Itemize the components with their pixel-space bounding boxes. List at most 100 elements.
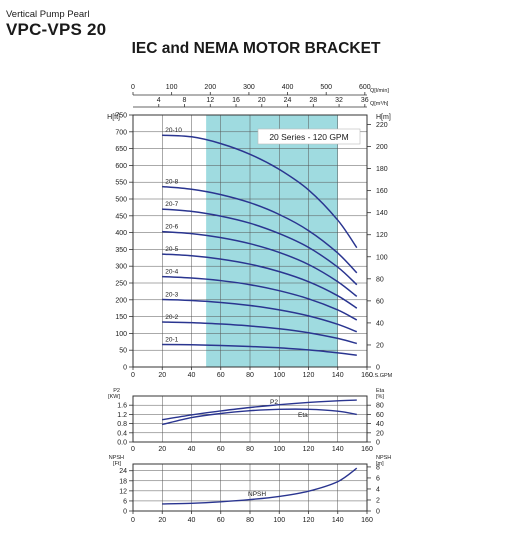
x-tick-label: 160 xyxy=(361,446,373,453)
y-right-tick-label: 0 xyxy=(376,509,380,516)
x-tick-label: 80 xyxy=(246,446,254,453)
x-axis-label: U.S.GPM xyxy=(369,373,393,379)
y-tick-label: 0.0 xyxy=(117,440,127,447)
y-right-tick-label: 2 xyxy=(376,497,380,504)
y-tick-label: 300 xyxy=(115,264,127,271)
y-right-tick-label: 40 xyxy=(376,320,384,327)
power-curve xyxy=(162,399,357,421)
x-tick-label: 0 xyxy=(131,517,135,524)
y-right-tick-label: 60 xyxy=(376,298,384,305)
x-tick-label: 40 xyxy=(188,372,196,379)
y-right-tick-label: 4 xyxy=(376,486,380,493)
y-right-tick-label: 0 xyxy=(376,365,380,372)
y-right-tick-label: 220 xyxy=(376,122,388,129)
y-axis-label: P2 xyxy=(113,388,120,394)
y-right-tick-label: 80 xyxy=(376,403,384,410)
top-axis-lmin-label: 200 xyxy=(204,84,216,91)
head-curve xyxy=(162,321,358,345)
y-right-axis-label: H[m] xyxy=(376,114,391,121)
y-tick-label: 0 xyxy=(123,365,127,372)
top-axis-lmin-unit: Q[l/min] xyxy=(370,88,389,94)
curve-label: 20-4 xyxy=(165,269,178,276)
head-curve xyxy=(162,343,357,356)
top-axis-lmin-label: 400 xyxy=(282,84,294,91)
head-curve xyxy=(162,275,358,321)
x-tick-label: 0 xyxy=(131,446,135,453)
y-right-tick-label: 60 xyxy=(376,412,384,419)
y-right-tick-label: 180 xyxy=(376,166,388,173)
x-tick-label: 20 xyxy=(158,446,166,453)
y-tick-label: 1.6 xyxy=(117,403,127,410)
y-axis-unit: [KW] xyxy=(108,394,120,400)
top-axis-m3h-label: 12 xyxy=(206,97,214,104)
top-axis-lmin-label: 300 xyxy=(243,84,255,91)
y-right-axis-label: Eta xyxy=(376,388,385,394)
x-tick-label: 100 xyxy=(273,446,285,453)
y-axis-label: H[ft] xyxy=(107,114,120,121)
curve-label: 20-1 xyxy=(165,336,178,343)
top-axis-m3h-label: 20 xyxy=(258,97,266,104)
top-axis-m3h-unit: Q[m³/h] xyxy=(370,101,389,107)
y-tick-label: 0 xyxy=(123,509,127,516)
y-right-tick-label: 80 xyxy=(376,276,384,283)
y-right-tick-label: 20 xyxy=(376,342,384,349)
operating-range-band xyxy=(206,115,338,367)
power-curve-label: P2 xyxy=(270,399,278,406)
series-label: 20 Series - 120 GPM xyxy=(269,132,348,142)
efficiency-curve-label: Eta xyxy=(298,412,308,419)
npsh-curve-label: NPSH xyxy=(248,491,266,498)
y-right-tick-label: 20 xyxy=(376,430,384,437)
x-tick-label: 20 xyxy=(158,372,166,379)
y-tick-label: 400 xyxy=(115,230,127,237)
y-tick-label: 6 xyxy=(123,498,127,505)
x-tick-label: 140 xyxy=(332,517,344,524)
y-right-tick-label: 0 xyxy=(376,440,380,447)
y-tick-label: 1.2 xyxy=(117,412,127,419)
y-tick-label: 250 xyxy=(115,281,127,288)
y-tick-label: 450 xyxy=(115,213,127,220)
top-axis-m3h-label: 32 xyxy=(335,97,343,104)
y-tick-label: 0.4 xyxy=(117,430,127,437)
y-tick-label: 500 xyxy=(115,197,127,204)
y-tick-label: 650 xyxy=(115,146,127,153)
brand-subtitle: Vertical Pump Pearl xyxy=(6,9,90,20)
x-tick-label: 20 xyxy=(158,517,166,524)
x-tick-label: 140 xyxy=(332,372,344,379)
y-axis-label: NPSH xyxy=(109,455,124,461)
x-tick-label: 160 xyxy=(361,372,373,379)
y-right-tick-label: 200 xyxy=(376,144,388,151)
head-curve xyxy=(162,253,358,309)
y-tick-label: 200 xyxy=(115,297,127,304)
top-axis-m3h-label: 28 xyxy=(309,97,317,104)
x-tick-label: 40 xyxy=(188,517,196,524)
head-curve xyxy=(162,230,358,297)
y-tick-label: 24 xyxy=(119,468,127,475)
y-right-tick-label: 8 xyxy=(376,464,380,471)
y-tick-label: 12 xyxy=(119,488,127,495)
y-tick-label: 700 xyxy=(115,129,127,136)
y-tick-label: 18 xyxy=(119,478,127,485)
top-axis-m3h-label: 8 xyxy=(183,97,187,104)
y-tick-label: 0.8 xyxy=(117,421,127,428)
curve-label: 20-7 xyxy=(165,201,178,208)
power-chart-frame xyxy=(132,395,368,443)
y-right-tick-label: 140 xyxy=(376,210,388,217)
curve-label: 20-5 xyxy=(165,246,178,253)
top-axis-m3h-label: 24 xyxy=(284,97,292,104)
x-tick-label: 60 xyxy=(217,517,225,524)
x-tick-label: 100 xyxy=(273,372,285,379)
y-right-axis-unit: [m] xyxy=(376,461,384,467)
x-tick-label: 140 xyxy=(332,446,344,453)
y-tick-label: 600 xyxy=(115,163,127,170)
y-tick-label: 50 xyxy=(119,348,127,355)
top-axis-lmin-label: 0 xyxy=(131,84,135,91)
head-curve xyxy=(162,208,358,286)
top-axis-lmin-label: 500 xyxy=(320,84,332,91)
y-tick-label: 350 xyxy=(115,247,127,254)
x-tick-label: 160 xyxy=(361,517,373,524)
y-right-axis-label: NPSH xyxy=(376,455,391,461)
curve-label: 20-8 xyxy=(165,179,178,186)
x-tick-label: 120 xyxy=(303,446,315,453)
npsh-curve xyxy=(162,467,358,505)
